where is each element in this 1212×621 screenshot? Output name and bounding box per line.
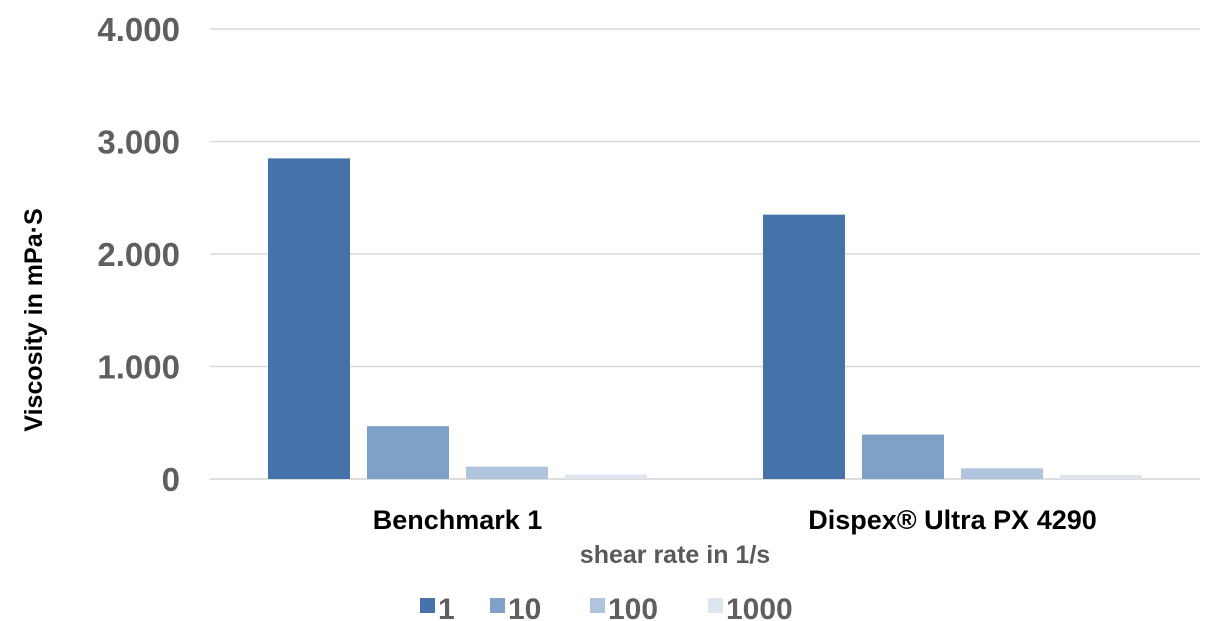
legend: 1 10 100 1000	[420, 593, 793, 621]
legend-label: 10	[508, 593, 541, 621]
category-labels: Benchmark 1 Dispex® Ultra PX 4290	[373, 505, 1097, 535]
y-tick-label: 0	[162, 461, 180, 498]
bar-1-series-100	[466, 466, 548, 479]
category-label: Benchmark 1	[373, 505, 543, 535]
y-axis-tick-labels: 0 1.000 2.000 3.000 4.000	[97, 11, 180, 498]
legend-swatch	[708, 598, 723, 613]
bars	[268, 158, 1142, 479]
x-axis-label: shear rate in 1/s	[580, 541, 770, 569]
y-tick-label: 4.000	[97, 11, 180, 48]
legend-label: 1	[438, 593, 455, 621]
legend-swatch	[490, 598, 505, 613]
legend-label: 100	[608, 593, 658, 621]
bar-1-series-1	[268, 158, 350, 479]
y-tick-label: 2.000	[97, 236, 180, 273]
legend-label: 1000	[726, 593, 793, 621]
legend-swatch	[590, 598, 605, 613]
bar-2-series-1000	[1060, 475, 1142, 479]
y-axis-label: Viscosity in mPa·S	[20, 208, 48, 431]
y-tick-label: 3.000	[97, 124, 180, 161]
bar-1-series-1000	[565, 474, 647, 479]
y-tick-label: 1.000	[97, 349, 180, 386]
gridlines	[210, 28, 1200, 480]
category-label: Dispex® Ultra PX 4290	[808, 505, 1097, 535]
bar-2-series-10	[862, 434, 944, 479]
bar-1-series-10	[367, 426, 449, 479]
bar-2-series-100	[961, 468, 1043, 479]
legend-swatch	[420, 598, 435, 613]
bar-2-series-1	[763, 214, 845, 479]
